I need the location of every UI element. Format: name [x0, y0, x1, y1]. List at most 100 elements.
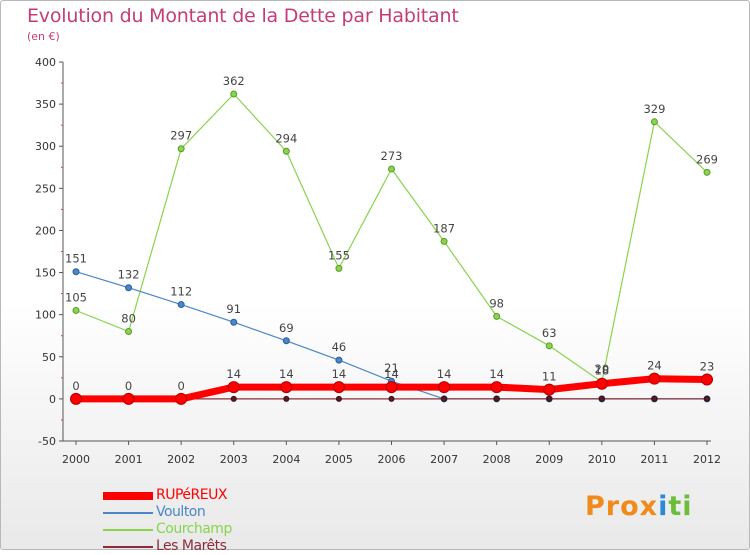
data-label: 63	[542, 326, 557, 340]
data-point	[545, 342, 553, 350]
data-point	[335, 356, 343, 364]
data-label: 14	[279, 367, 294, 381]
data-point	[70, 392, 82, 405]
data-label: 18	[595, 364, 610, 378]
data-label: 294	[275, 131, 297, 145]
y-tick-label: 200	[35, 224, 56, 237]
data-label: 98	[489, 296, 504, 310]
data-label: 105	[65, 290, 87, 304]
legend-swatch	[103, 529, 153, 531]
x-tick-label: 2000	[62, 453, 90, 466]
data-point	[388, 395, 395, 402]
data-label: 14	[226, 367, 241, 381]
data-point	[441, 395, 448, 402]
data-point	[598, 395, 605, 402]
data-point	[595, 377, 608, 390]
logo-text-end: ti	[668, 491, 693, 522]
y-tick-label: 300	[35, 140, 56, 153]
data-label: 362	[223, 74, 245, 88]
data-point	[125, 284, 133, 292]
series-0	[70, 372, 713, 405]
data-point	[175, 392, 188, 405]
data-label: 14	[437, 367, 452, 381]
x-tick-label: 2004	[272, 453, 300, 466]
data-point	[122, 392, 135, 405]
data-point	[543, 383, 556, 396]
x-tick-label: 2010	[588, 453, 616, 466]
data-point	[650, 118, 658, 126]
data-label: 112	[170, 285, 192, 299]
data-point	[701, 373, 713, 386]
y-tick-label: 250	[35, 182, 56, 195]
legend-swatch	[103, 512, 153, 514]
x-tick-label: 2012	[693, 453, 721, 466]
data-point	[72, 268, 80, 276]
data-label: 187	[433, 221, 455, 235]
data-label: 69	[279, 321, 294, 335]
x-tick-label: 2008	[483, 453, 511, 466]
data-point	[546, 395, 553, 402]
series-2	[72, 90, 711, 386]
data-point	[651, 395, 658, 402]
legend-label: RUPéREUX	[156, 487, 227, 503]
data-point	[388, 165, 395, 173]
y-tick-label: 150	[35, 267, 56, 280]
data-label: 329	[643, 102, 665, 116]
x-tick-label: 2002	[167, 453, 195, 466]
x-tick-label: 2005	[325, 453, 353, 466]
logo-mark: i	[658, 491, 669, 522]
y-tick-label: 350	[35, 98, 56, 111]
y-tick-label: 100	[35, 309, 56, 322]
legend-label: Les Marêts	[156, 538, 227, 554]
data-point	[177, 301, 185, 309]
data-point	[493, 312, 501, 320]
data-label: 155	[328, 248, 350, 262]
data-label: 132	[118, 268, 140, 282]
data-point	[704, 395, 710, 402]
data-label: 11	[542, 370, 557, 384]
y-tick-label: 50	[42, 351, 56, 364]
data-point	[703, 168, 711, 176]
legend-swatch	[103, 546, 153, 548]
data-label: 0	[125, 379, 132, 393]
data-label: 91	[226, 302, 241, 316]
data-label: 20	[595, 362, 610, 376]
data-point	[282, 147, 290, 155]
x-tick-label: 2001	[115, 453, 143, 466]
data-point	[227, 381, 240, 394]
data-point	[385, 381, 398, 394]
x-tick-label: 2003	[220, 453, 248, 466]
data-label: 23	[700, 360, 715, 374]
chart-title: Evolution du Montant de la Dette par Hab…	[27, 5, 459, 27]
chart-subtitle: (en €)	[27, 30, 60, 43]
data-point	[648, 372, 661, 385]
data-point	[490, 381, 503, 394]
data-point	[280, 381, 293, 394]
data-label: 24	[647, 359, 662, 373]
logo-text: Prox	[585, 491, 659, 522]
data-point	[493, 395, 500, 402]
data-label: 297	[170, 129, 192, 143]
data-label: 273	[381, 149, 403, 163]
data-label: 14	[332, 367, 347, 381]
legend-swatch	[103, 492, 153, 500]
legend-label: Courchamp	[156, 521, 232, 537]
data-point	[438, 381, 451, 394]
data-point	[125, 328, 133, 336]
data-label: 46	[332, 340, 347, 354]
y-tick-label: 400	[35, 56, 56, 69]
x-tick-label: 2007	[430, 453, 458, 466]
data-label: 14	[384, 367, 399, 381]
y-tick-label: 0	[49, 393, 56, 406]
y-tick-label: -50	[38, 435, 56, 448]
data-label: 0	[178, 379, 185, 393]
x-tick-label: 2011	[640, 453, 668, 466]
data-label: 269	[696, 152, 718, 166]
data-label: 14	[489, 367, 504, 381]
data-point	[230, 395, 237, 402]
data-label: 0	[72, 379, 79, 393]
data-point	[332, 381, 345, 394]
data-label: 80	[121, 312, 136, 326]
